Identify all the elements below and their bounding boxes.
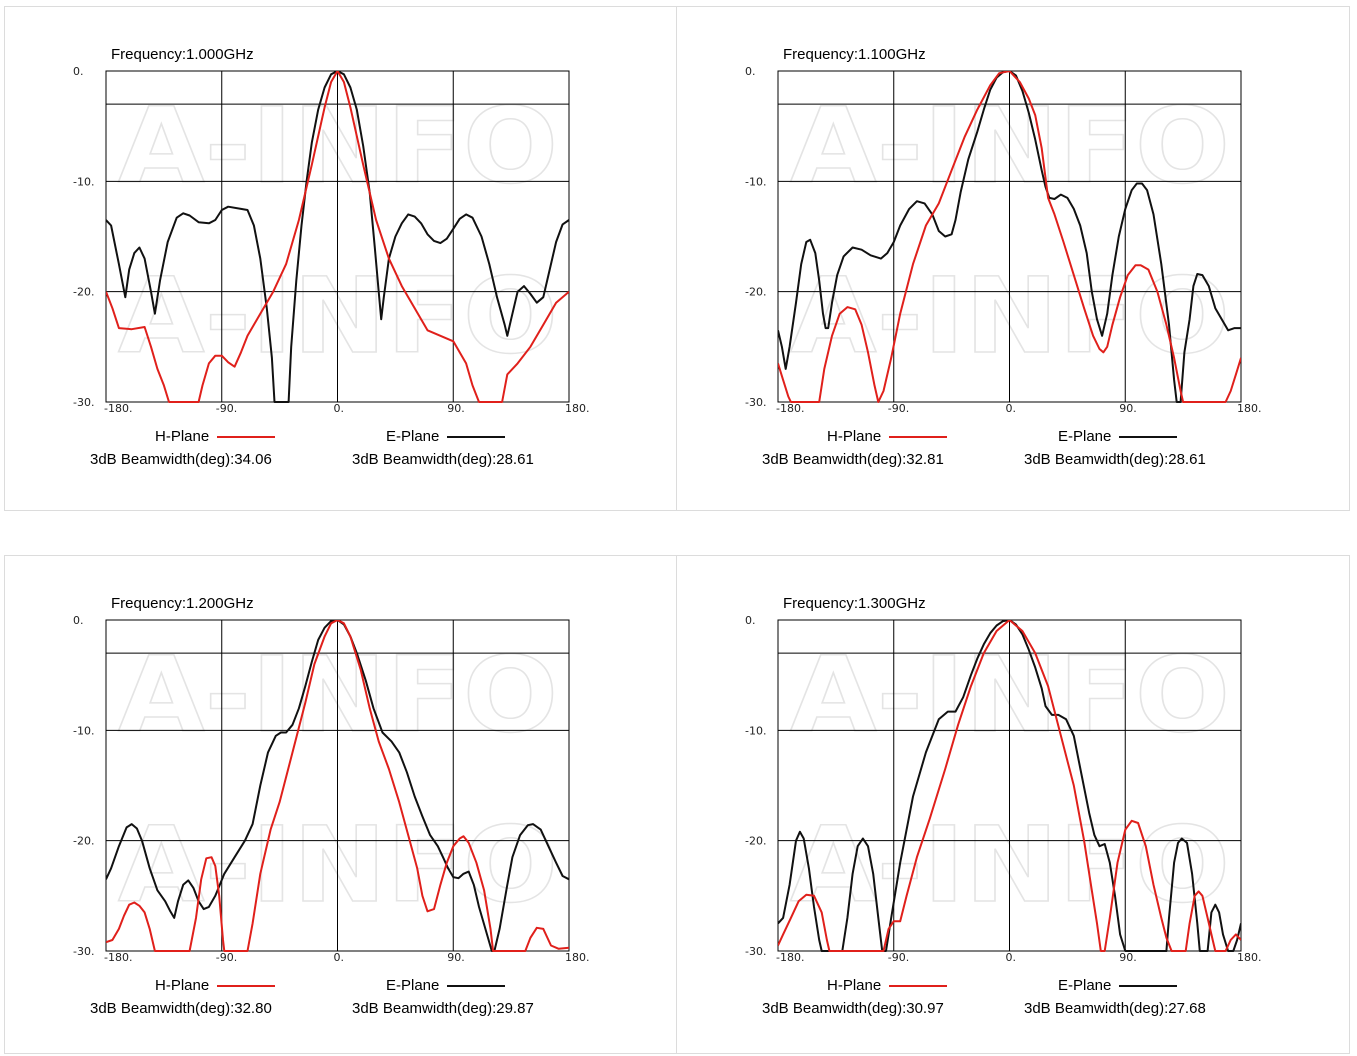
y-tick-label: -30. [745, 945, 766, 958]
series-line-h-plane [778, 620, 1241, 952]
x-tick-label: 180. [565, 951, 590, 964]
grid [778, 620, 1241, 951]
y-tick-label: -10. [745, 175, 766, 188]
y-tick-label: -30. [73, 945, 94, 958]
y-tick-label: 0. [73, 614, 84, 627]
y-tick-label: -20. [745, 286, 766, 299]
legend-label: H-Plane [155, 977, 210, 994]
y-tick-label: 0. [745, 65, 756, 78]
chart-title: Frequency:1.200GHz [111, 595, 254, 612]
beamwidth-e-plane: 3dB Beamwidth(deg):27.68 [1024, 1000, 1206, 1017]
y-tick-label: 0. [73, 65, 84, 78]
legend-e-plane: E-Plane [1058, 977, 1178, 994]
legend-h-plane: H-Plane [827, 428, 948, 445]
y-tick-label: -30. [745, 396, 766, 409]
x-tick-label: 0. [334, 402, 345, 415]
beamwidth-h-plane: 3dB Beamwidth(deg):30.97 [762, 1000, 944, 1017]
legend-swatch [447, 985, 506, 988]
grid [106, 620, 569, 951]
legend-e-plane: E-Plane [386, 428, 506, 445]
legend-h-plane: H-Plane [827, 977, 948, 994]
legend-label: H-Plane [827, 977, 882, 994]
legend-e-plane: E-Plane [386, 977, 506, 994]
grid [778, 71, 1241, 402]
legend-label: E-Plane [1058, 977, 1112, 994]
y-tick-label: -20. [745, 835, 766, 848]
beamwidth-e-plane: 3dB Beamwidth(deg):28.61 [1024, 451, 1206, 468]
legend-label: H-Plane [155, 428, 210, 445]
x-tick-label: 180. [1237, 951, 1262, 964]
series-line-e-plane [106, 71, 569, 403]
x-tick-label: -180. [104, 951, 132, 964]
chart-title: Frequency:1.000GHz [111, 46, 254, 63]
legend-label: E-Plane [386, 977, 440, 994]
legend-swatch [217, 436, 276, 439]
y-tick-label: 0. [745, 614, 756, 627]
legend-label: E-Plane [386, 428, 440, 445]
chart-panel-1: A-INFO A-INFO 0. -10. -20. -30. -180. -90. 0. 90.… [4, 6, 677, 511]
x-tick-label: 90. [1119, 402, 1137, 415]
legend-e-plane: E-Plane [1058, 428, 1178, 445]
beamwidth-h-plane: 3dB Beamwidth(deg):32.81 [762, 451, 944, 468]
legend-swatch [1119, 436, 1178, 439]
legend-swatch [889, 436, 948, 439]
x-tick-label: 180. [1237, 402, 1262, 415]
x-tick-label: 0. [1006, 402, 1017, 415]
y-tick-label: -30. [73, 396, 94, 409]
x-tick-label: -180. [776, 951, 804, 964]
x-tick-label: 90. [447, 402, 465, 415]
chart-title: Frequency:1.300GHz [783, 595, 926, 612]
legend-swatch [217, 985, 276, 988]
x-tick-label: -90. [216, 951, 237, 964]
x-tick-label: 90. [447, 951, 465, 964]
grid [106, 71, 569, 402]
beamwidth-e-plane: 3dB Beamwidth(deg):28.61 [352, 451, 534, 468]
legend-h-plane: H-Plane [155, 428, 276, 445]
y-tick-label: -10. [73, 724, 94, 737]
chart-title: Frequency:1.100GHz [783, 46, 926, 63]
chart-panel-4: A-INFO A-INFO 0. -10. -20. -30. -180. -90. 0. 90.… [677, 555, 1350, 1054]
series-line-h-plane [106, 620, 569, 952]
x-tick-label: 180. [565, 402, 590, 415]
x-tick-label: -180. [776, 402, 804, 415]
legend-h-plane: H-Plane [155, 977, 276, 994]
legend-label: H-Plane [827, 428, 882, 445]
beamwidth-h-plane: 3dB Beamwidth(deg):34.06 [90, 451, 272, 468]
beamwidth-h-plane: 3dB Beamwidth(deg):32.80 [90, 1000, 272, 1017]
x-tick-label: -90. [888, 951, 909, 964]
legend-swatch [1119, 985, 1178, 988]
series-line-h-plane [106, 71, 569, 403]
series-line-e-plane [778, 71, 1241, 403]
legend-swatch [889, 985, 948, 988]
legend-label: E-Plane [1058, 428, 1112, 445]
beamwidth-e-plane: 3dB Beamwidth(deg):29.87 [352, 1000, 534, 1017]
series-line-h-plane [778, 71, 1241, 403]
x-tick-label: 0. [334, 951, 345, 964]
x-tick-label: 90. [1119, 951, 1137, 964]
y-tick-label: -10. [745, 724, 766, 737]
x-tick-label: 0. [1006, 951, 1017, 964]
x-tick-label: -90. [888, 402, 909, 415]
x-tick-label: -180. [104, 402, 132, 415]
y-tick-label: -20. [73, 286, 94, 299]
y-tick-label: -20. [73, 835, 94, 848]
y-tick-label: -10. [73, 175, 94, 188]
legend-swatch [447, 436, 506, 439]
chart-panel-2: A-INFO A-INFO 0. -10. -20. -30. -180. -90. 0. 90.… [677, 6, 1350, 511]
chart-panel-3: A-INFO A-INFO 0. -10. -20. -30. -180. -90. 0. 90.… [4, 555, 677, 1054]
x-tick-label: -90. [216, 402, 237, 415]
